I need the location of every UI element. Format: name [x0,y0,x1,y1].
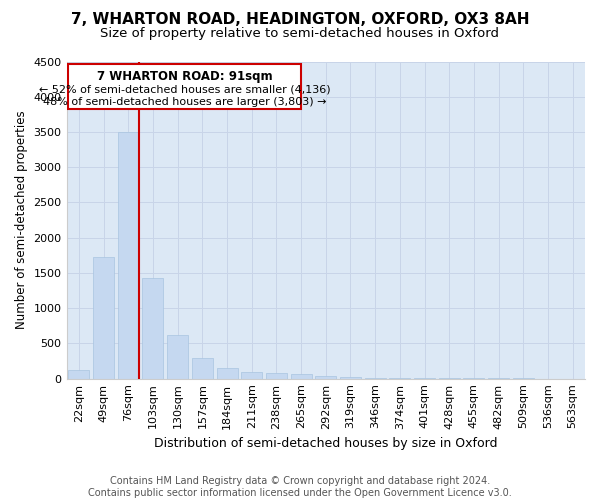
Bar [192,358,213,378]
Bar [266,373,287,378]
Y-axis label: Number of semi-detached properties: Number of semi-detached properties [15,111,28,330]
Bar [118,132,139,378]
Bar [315,376,336,378]
Bar [142,278,163,378]
Bar [68,64,301,110]
Bar [290,374,311,378]
X-axis label: Distribution of semi-detached houses by size in Oxford: Distribution of semi-detached houses by … [154,437,497,450]
Bar [93,258,114,378]
Bar [167,335,188,378]
Bar [68,370,89,378]
Text: Contains HM Land Registry data © Crown copyright and database right 2024.
Contai: Contains HM Land Registry data © Crown c… [88,476,512,498]
Bar [217,368,238,378]
Text: 48% of semi-detached houses are larger (3,803) →: 48% of semi-detached houses are larger (… [43,96,326,106]
Bar [340,377,361,378]
Bar [241,372,262,378]
Text: 7 WHARTON ROAD: 91sqm: 7 WHARTON ROAD: 91sqm [97,70,272,83]
Text: 7, WHARTON ROAD, HEADINGTON, OXFORD, OX3 8AH: 7, WHARTON ROAD, HEADINGTON, OXFORD, OX3… [71,12,529,28]
Text: Size of property relative to semi-detached houses in Oxford: Size of property relative to semi-detach… [101,28,499,40]
Text: ← 52% of semi-detached houses are smaller (4,136): ← 52% of semi-detached houses are smalle… [38,84,330,94]
